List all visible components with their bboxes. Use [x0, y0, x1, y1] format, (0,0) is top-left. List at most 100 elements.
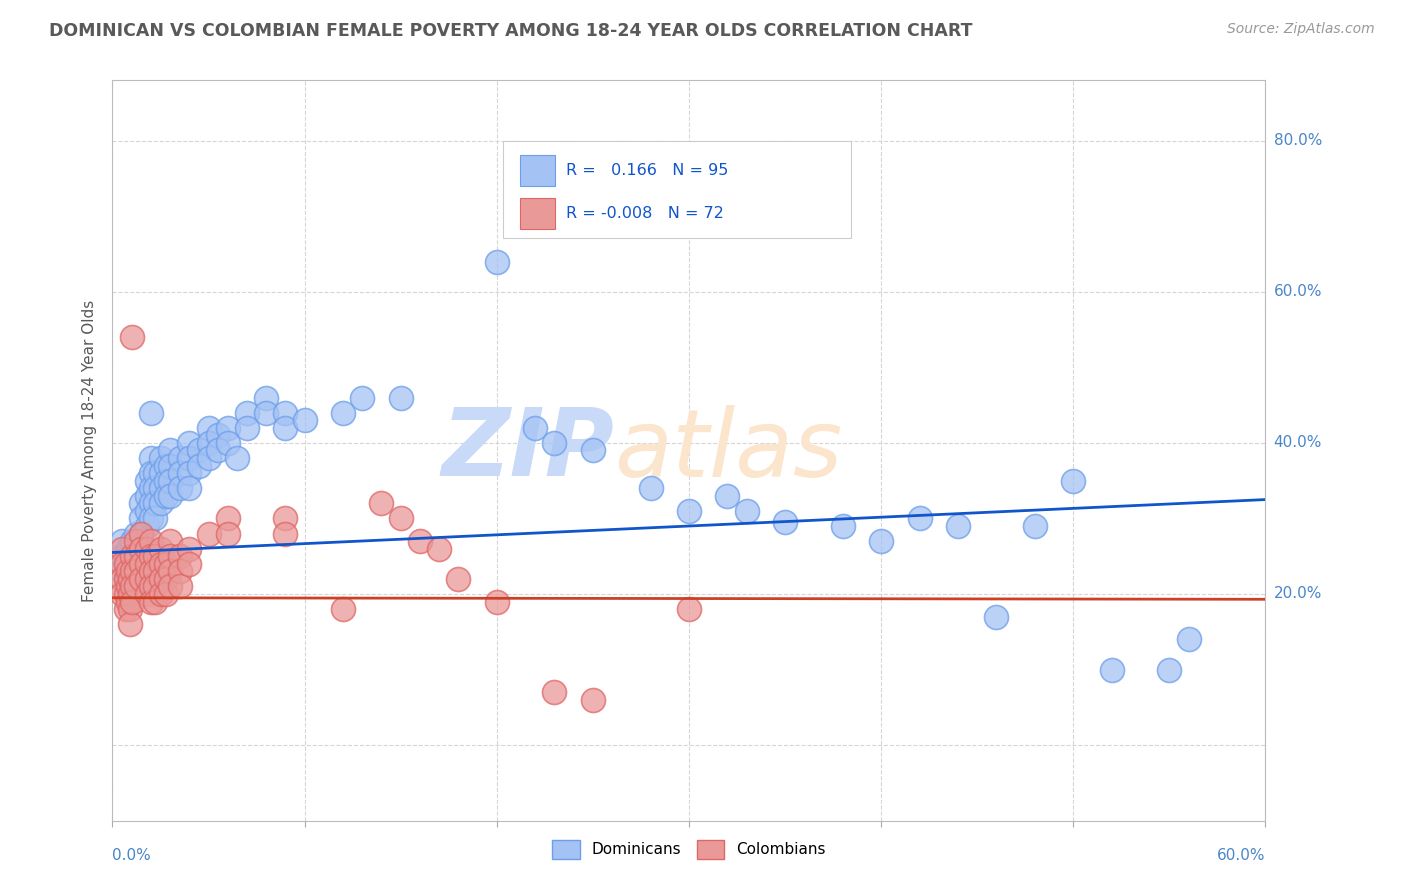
Point	[129, 541, 153, 556]
Point	[136, 587, 159, 601]
Point	[1101, 663, 1123, 677]
Point	[1024, 519, 1046, 533]
Point	[1062, 474, 1084, 488]
Point	[155, 489, 177, 503]
Point	[121, 579, 143, 593]
Point	[129, 526, 153, 541]
Point	[139, 534, 162, 549]
Point	[117, 579, 139, 593]
Point	[236, 406, 259, 420]
Point	[117, 572, 139, 586]
Point	[115, 549, 138, 564]
Point	[111, 541, 134, 556]
Point	[159, 489, 181, 503]
Point	[118, 572, 141, 586]
Point	[143, 579, 166, 593]
Point	[124, 534, 146, 549]
Point	[143, 466, 166, 480]
Point	[294, 413, 316, 427]
Point	[155, 474, 177, 488]
Point	[129, 496, 153, 510]
Point	[136, 557, 159, 571]
Text: 0.0%: 0.0%	[112, 848, 152, 863]
Point	[155, 572, 177, 586]
Point	[136, 572, 159, 586]
Point	[121, 565, 143, 579]
Point	[188, 443, 211, 458]
Point	[870, 534, 893, 549]
Point	[129, 526, 153, 541]
Y-axis label: Female Poverty Among 18-24 Year Olds: Female Poverty Among 18-24 Year Olds	[82, 300, 97, 601]
Point	[136, 489, 159, 503]
Point	[129, 557, 153, 571]
Point	[117, 565, 139, 579]
Text: 60.0%: 60.0%	[1218, 848, 1265, 863]
Point	[136, 519, 159, 533]
Point	[143, 565, 166, 579]
Point	[121, 549, 143, 564]
Point	[129, 572, 153, 586]
Point	[149, 572, 172, 586]
Point	[121, 330, 143, 344]
Point	[139, 481, 162, 495]
Point	[217, 511, 239, 525]
Point	[111, 549, 134, 564]
Point	[217, 436, 239, 450]
Point	[169, 481, 191, 495]
Point	[121, 579, 143, 593]
Point	[447, 572, 470, 586]
Point	[543, 436, 565, 450]
Point	[124, 565, 146, 579]
Point	[139, 511, 162, 525]
Point	[179, 541, 201, 556]
Point	[121, 594, 143, 608]
Point	[582, 692, 605, 706]
Point	[908, 511, 931, 525]
Text: Source: ZipAtlas.com: Source: ZipAtlas.com	[1227, 22, 1375, 37]
Point	[159, 443, 181, 458]
Point	[115, 572, 138, 586]
Point	[139, 406, 162, 420]
Point	[117, 557, 139, 571]
Point	[155, 587, 177, 601]
Point	[274, 511, 297, 525]
Point	[121, 549, 143, 564]
Point	[136, 474, 159, 488]
Point	[159, 474, 181, 488]
Point	[143, 549, 166, 564]
Point	[159, 458, 181, 473]
Legend: Dominicans, Colombians: Dominicans, Colombians	[546, 834, 832, 865]
Point	[124, 572, 146, 586]
Point	[217, 526, 239, 541]
Point	[946, 519, 969, 533]
Point	[115, 565, 138, 579]
Point	[197, 450, 219, 465]
Point	[124, 549, 146, 564]
Point	[136, 504, 159, 518]
Point	[118, 617, 141, 632]
Point	[118, 565, 141, 579]
Point	[149, 496, 172, 510]
Point	[118, 602, 141, 616]
Point	[117, 594, 139, 608]
Point	[678, 504, 700, 518]
Point	[332, 602, 354, 616]
Point	[236, 421, 259, 435]
Point	[139, 466, 162, 480]
Point	[149, 481, 172, 495]
Point	[179, 450, 201, 465]
Point	[179, 557, 201, 571]
Point	[139, 450, 162, 465]
Point	[159, 579, 181, 593]
Point	[1159, 663, 1181, 677]
Point	[188, 458, 211, 473]
Point	[274, 406, 297, 420]
Point	[169, 565, 191, 579]
Point	[159, 534, 181, 549]
Point	[389, 511, 412, 525]
Point	[735, 504, 758, 518]
Point	[409, 534, 432, 549]
Point	[143, 594, 166, 608]
Point	[254, 406, 277, 420]
Point	[217, 421, 239, 435]
